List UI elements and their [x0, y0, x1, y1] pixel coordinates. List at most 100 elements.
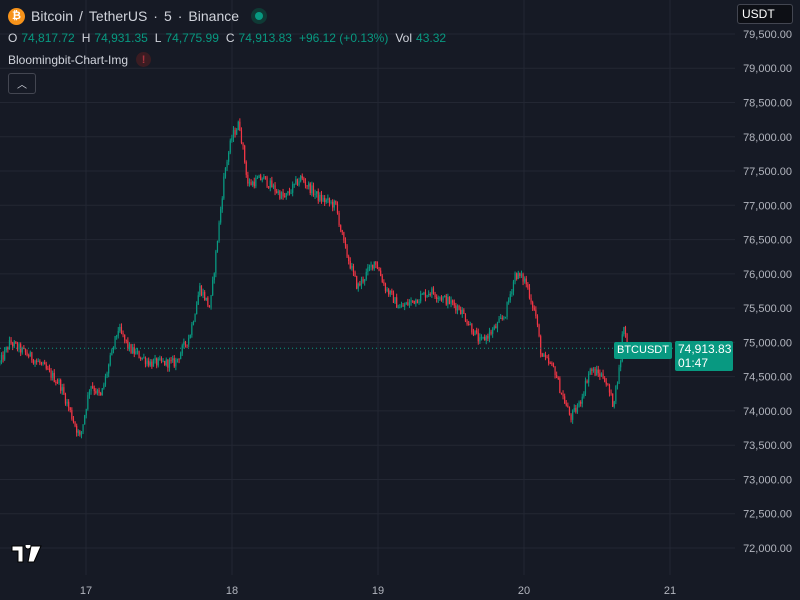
candle-body [120, 327, 123, 333]
candle-body [516, 273, 518, 280]
candle-body [23, 347, 25, 349]
candle-body [479, 337, 481, 342]
chart-legend: ₿ Bitcoin / TetherUS · 5 · Binance O 74,8… [8, 6, 449, 94]
candle-body [471, 324, 473, 333]
candle-body [344, 240, 347, 246]
candle-body [200, 285, 203, 296]
candle-body [293, 183, 295, 185]
candle-body [132, 347, 134, 353]
candle-body [520, 274, 523, 276]
candle-body [176, 358, 179, 360]
candle-body [117, 330, 119, 336]
candle-body [386, 289, 388, 291]
candle-body [541, 353, 543, 357]
candle-body [85, 409, 87, 416]
candle-body [8, 340, 11, 350]
candle-body [36, 360, 38, 362]
candle-body [325, 200, 327, 203]
candle-body [143, 357, 145, 359]
candle-body [420, 294, 422, 302]
candle-body [509, 294, 511, 301]
candle-body [487, 336, 489, 339]
candle-body [103, 384, 105, 389]
candle-body [173, 358, 175, 367]
candle-body [218, 222, 220, 241]
candle-body [274, 185, 276, 192]
candle-body [375, 261, 377, 265]
candle-body [484, 336, 486, 341]
candle-body [608, 384, 611, 393]
candle-body [64, 393, 67, 404]
candle-body [464, 313, 467, 322]
candle-body [610, 392, 612, 394]
candle-body [92, 386, 94, 388]
candle-body [384, 283, 387, 291]
candle-body [442, 296, 444, 301]
candle-body [488, 331, 491, 339]
candle-body [503, 317, 505, 319]
candle-body [501, 317, 503, 319]
candle-body [77, 431, 79, 433]
candle-body [381, 276, 383, 283]
candle-body [528, 287, 531, 299]
candle-body [367, 267, 369, 272]
candle-body [221, 198, 223, 210]
indicator-row[interactable]: Bloomingbit-Chart-Img ! [8, 52, 449, 67]
candle-body [82, 424, 84, 432]
candle-body [389, 290, 391, 295]
candle-body [119, 327, 121, 331]
candle-body [570, 414, 572, 420]
close-value: 74,913.83 [238, 31, 292, 45]
price-tick-label: 72,500.00 [743, 509, 792, 521]
candle-body [108, 364, 110, 374]
candle-body [356, 276, 358, 289]
candle-body [44, 362, 46, 365]
candle-body [328, 198, 331, 203]
candle-body [160, 358, 163, 362]
candle-body [376, 264, 379, 269]
warning-icon[interactable]: ! [136, 52, 152, 67]
time-tick-label: 20 [518, 585, 530, 597]
candle-body [336, 203, 339, 213]
candle-body [104, 376, 107, 385]
candle-body [567, 405, 569, 408]
currency-button[interactable]: USDT [737, 4, 793, 24]
candle-body [7, 347, 9, 350]
bitcoin-icon: ₿ [8, 7, 25, 25]
candle-body [588, 373, 590, 383]
candle-body [482, 336, 484, 338]
candle-body [423, 292, 425, 294]
candle-body [360, 279, 363, 286]
candle-body [298, 181, 300, 186]
candle-body [388, 289, 390, 295]
tradingview-logo-icon[interactable] [11, 545, 43, 563]
candle-body [548, 357, 550, 364]
candle-body [296, 179, 299, 186]
candle-body [476, 330, 478, 333]
candle-body [2, 354, 4, 360]
collapse-legend-button[interactable]: ︿ [8, 73, 36, 94]
price-tick-label: 74,000.00 [743, 406, 792, 418]
price-axis[interactable]: 79,500.00 79,000.00 78,500.00 78,000.00 77,5… [743, 29, 792, 555]
candle-body [527, 284, 529, 288]
candle-body [522, 274, 524, 282]
candle-body [429, 293, 431, 295]
candle-body [125, 339, 127, 341]
candle-body [624, 327, 627, 335]
candle-body [533, 307, 535, 310]
candle-body [463, 309, 465, 314]
candle-body [573, 407, 575, 411]
candles [0, 118, 628, 439]
candle-body [586, 381, 588, 383]
candle-body [88, 391, 91, 396]
price-tick-label: 77,500.00 [743, 166, 792, 178]
symbol-title[interactable]: ₿ Bitcoin / TetherUS · 5 · Binance [8, 6, 449, 26]
candle-body [589, 369, 591, 374]
candle-body [280, 192, 283, 199]
candle-body [514, 273, 516, 282]
time-axis[interactable]: 17 18 19 20 21 [80, 585, 676, 597]
candle-body [562, 394, 564, 397]
candle-body [156, 358, 158, 366]
candle-body [477, 332, 479, 342]
